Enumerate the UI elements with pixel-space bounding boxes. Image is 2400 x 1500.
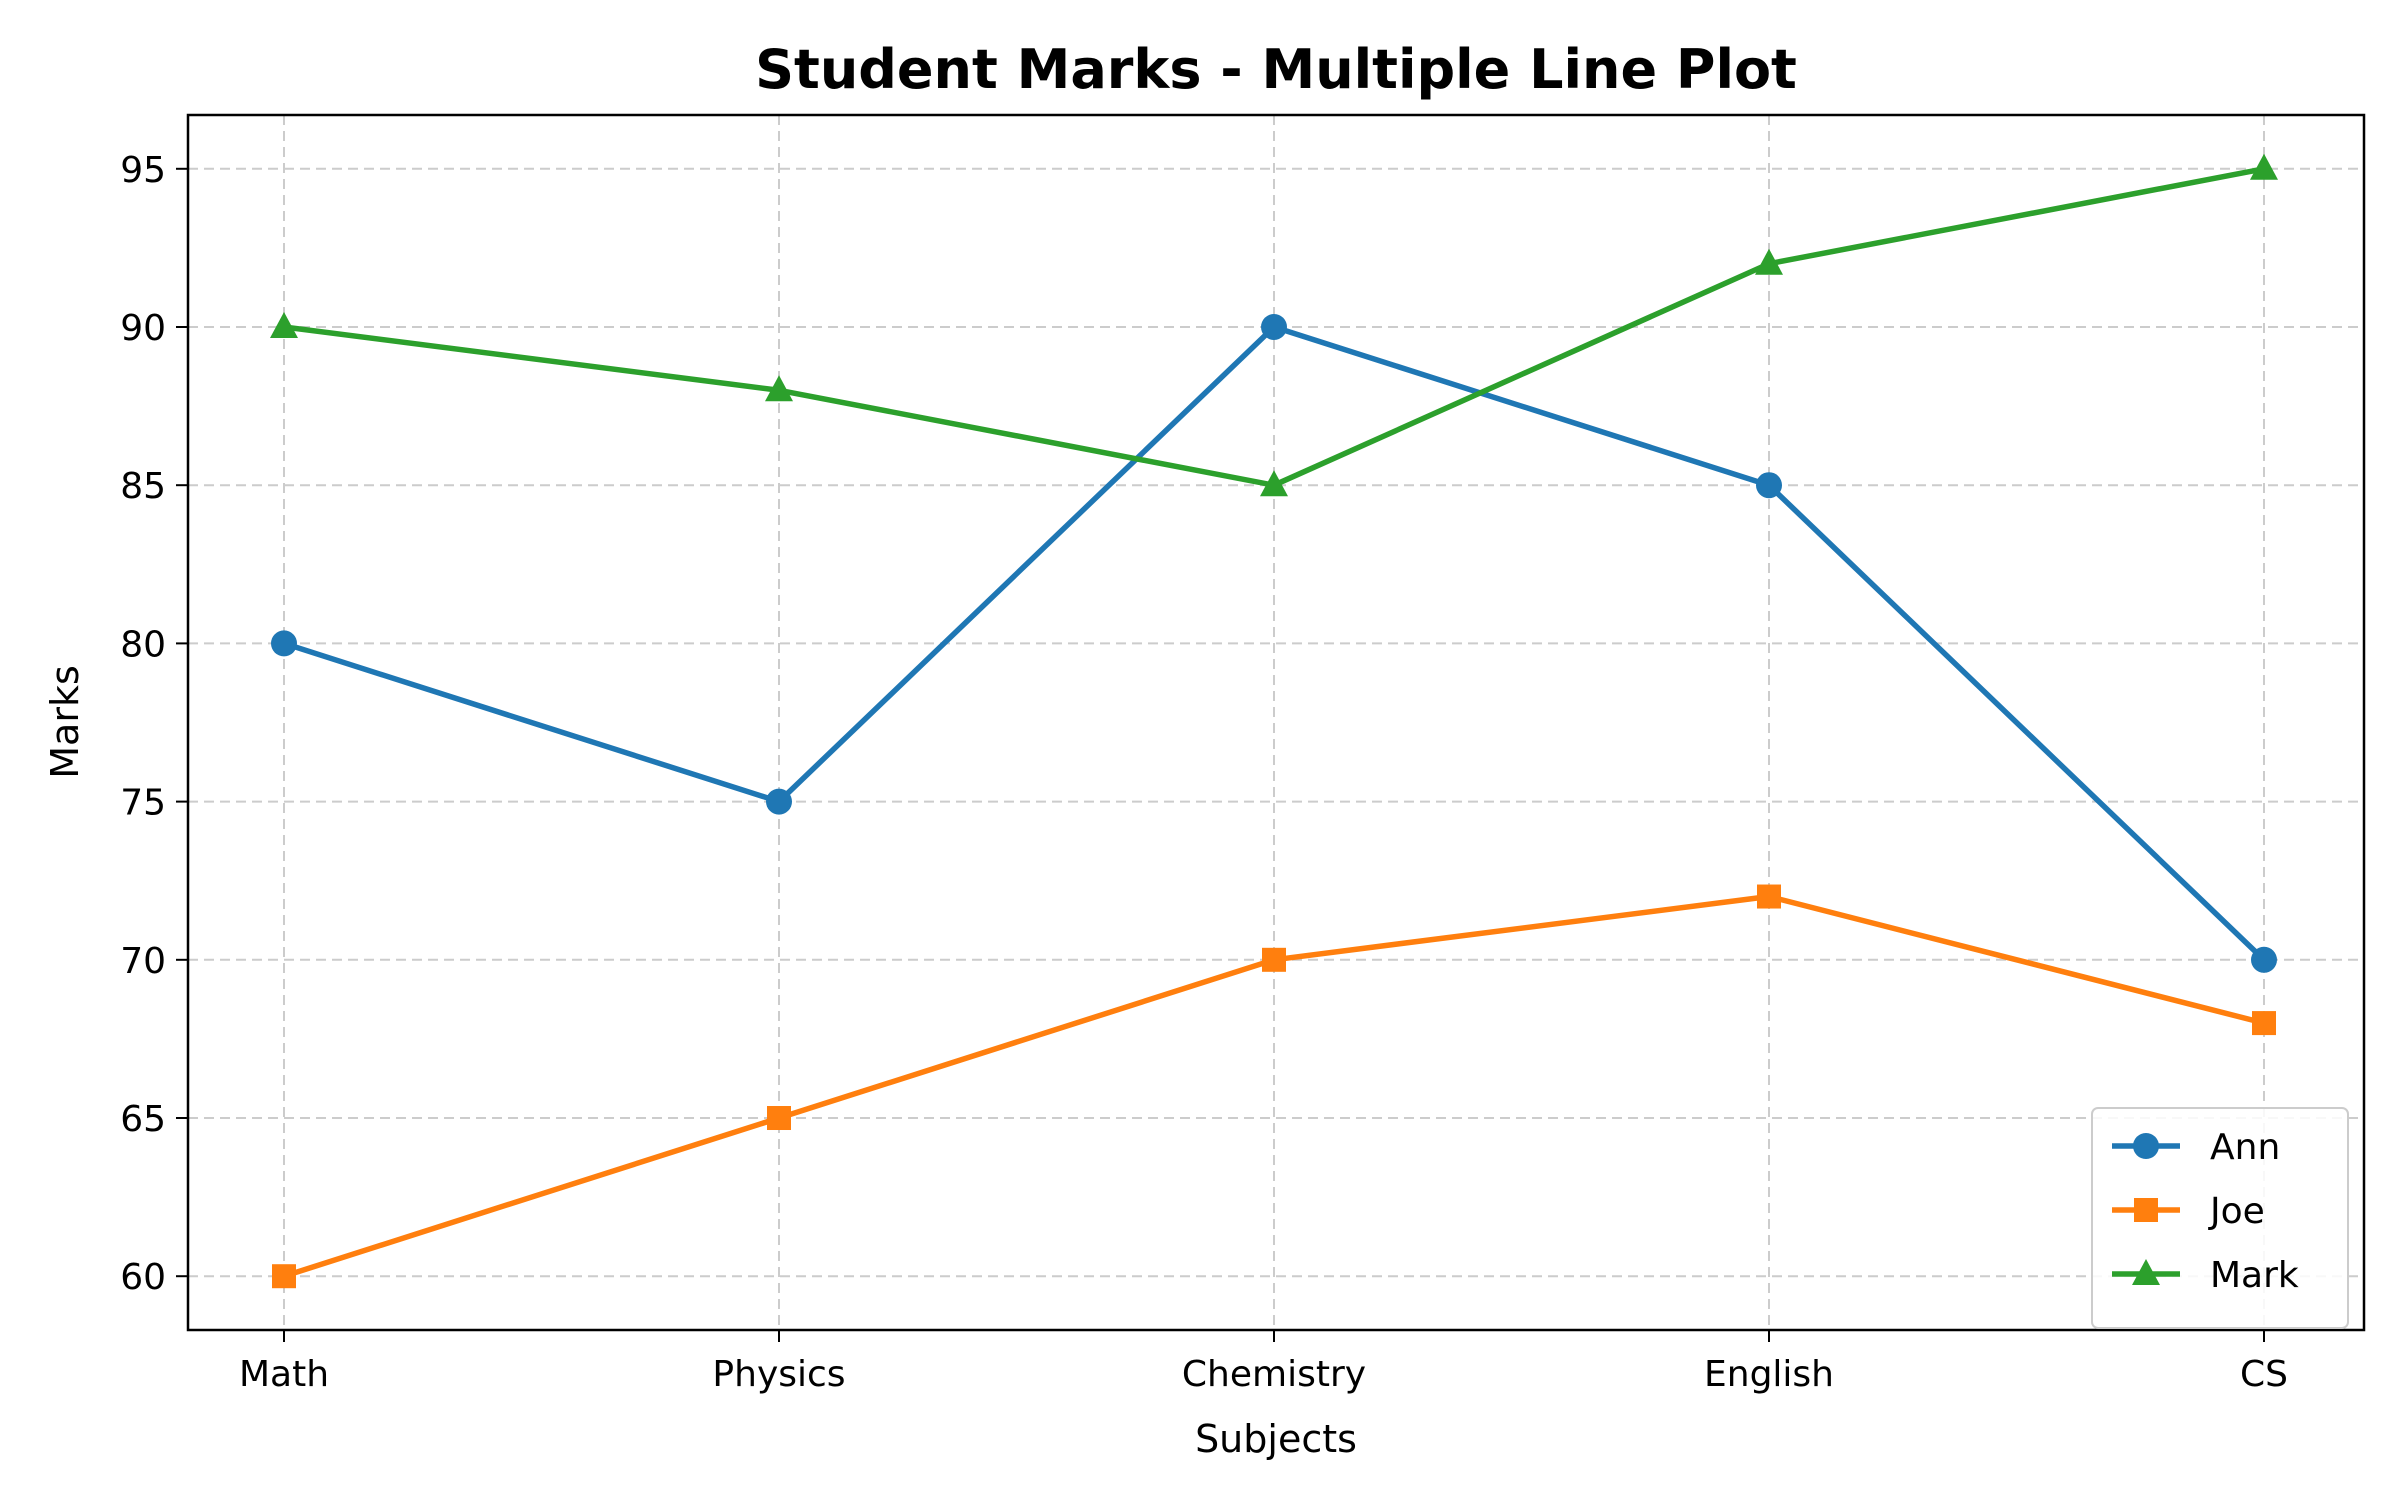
y-tick-label: 75 — [120, 783, 166, 824]
x-axis-label: Subjects — [1195, 1417, 1357, 1461]
x-tick-label: Math — [239, 1354, 329, 1395]
x-tick-label: Physics — [712, 1354, 845, 1395]
y-tick-label: 65 — [120, 1099, 166, 1140]
legend-marker-joe — [2134, 1198, 2158, 1222]
data-point-mark — [270, 311, 298, 338]
chart-title: Student Marks - Multiple Line Plot — [755, 38, 1797, 101]
data-point-ann — [271, 630, 297, 657]
legend-label-mark: Mark — [2210, 1255, 2299, 1296]
data-point-mark — [2250, 153, 2278, 180]
x-tick-label: Chemistry — [1182, 1354, 1366, 1395]
legend-marker-mark — [2132, 1259, 2160, 1285]
legend-label-joe: Joe — [2208, 1191, 2265, 1232]
data-point-joe — [1262, 947, 1286, 972]
series-ann — [271, 313, 2277, 973]
legend-marker-ann — [2133, 1133, 2159, 1159]
data-point-mark — [1755, 248, 1783, 275]
data-point-joe — [272, 1264, 296, 1289]
data-point-joe — [767, 1106, 791, 1131]
y-tick-label: 70 — [120, 941, 166, 982]
data-point-joe — [2252, 1011, 2276, 1036]
legend-entry-mark: Mark — [2112, 1255, 2299, 1296]
legend: Ann Joe Mark — [2091, 1107, 2349, 1329]
series-joe — [272, 884, 2276, 1289]
legend-label-ann: Ann — [2210, 1127, 2280, 1168]
data-point-ann — [766, 788, 792, 815]
y-tick-label: 80 — [120, 624, 166, 665]
plot-frame — [186, 113, 2366, 1332]
data-point-mark — [1260, 470, 1288, 497]
y-tick-label: 95 — [120, 150, 166, 191]
data-point-ann — [2251, 946, 2277, 973]
series-mark — [270, 153, 2278, 497]
y-axis-label: Marks — [43, 665, 87, 779]
series-group — [270, 153, 2278, 1289]
y-tick-label: 90 — [120, 308, 166, 349]
data-point-ann — [1261, 313, 1287, 340]
y-tick-label: 60 — [120, 1257, 166, 1298]
x-tick-label: CS — [2240, 1354, 2288, 1395]
legend-entry-joe: Joe — [2112, 1191, 2265, 1232]
y-tick-label: 85 — [120, 466, 166, 507]
axis-ticks: Math Physics Chemistry English CS 60 65 70 75 80 8… — [120, 150, 2288, 1395]
x-tick-label: English — [1704, 1354, 1834, 1395]
data-point-mark — [765, 375, 793, 402]
data-point-joe — [1757, 884, 1781, 909]
legend-entry-ann: Ann — [2112, 1127, 2280, 1168]
data-point-ann — [1756, 472, 1782, 499]
